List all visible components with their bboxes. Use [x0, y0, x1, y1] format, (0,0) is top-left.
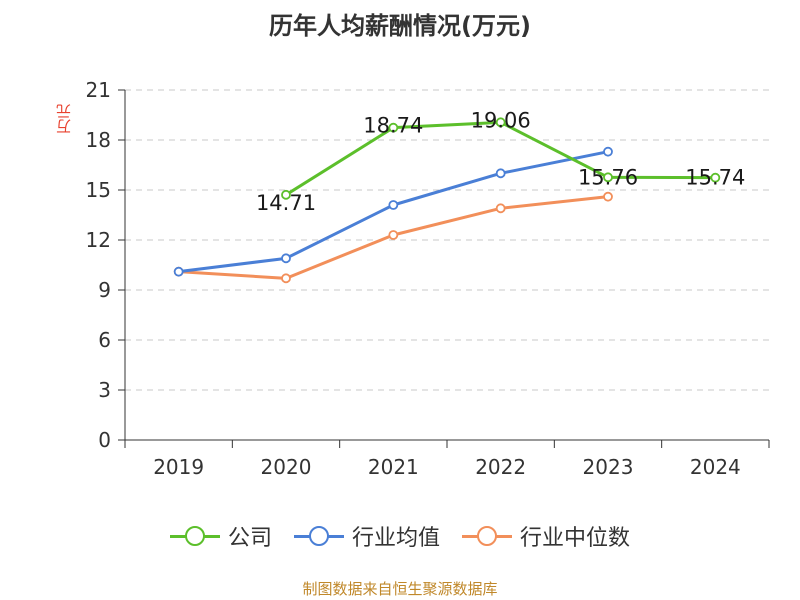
data-source-note: 制图数据来自恒生聚源数据库: [302, 580, 498, 598]
data-point-0: [710, 172, 721, 183]
chart-title: 历年人均薪酬情况(万元): [269, 12, 531, 40]
x-tick-label: 2023: [583, 455, 634, 479]
y-tick-label: 15: [86, 178, 111, 202]
x-tick-label: 2019: [153, 455, 204, 479]
data-point-0: [495, 117, 506, 128]
data-point-1: [173, 266, 184, 277]
data-point-0: [388, 122, 399, 133]
legend-marker-industry-median-icon: [462, 526, 512, 546]
data-point-2: [495, 203, 506, 214]
y-tick-label: 18: [86, 128, 111, 152]
legend-marker-industry-mean-icon: [293, 526, 344, 546]
legend-marker-company-icon: [169, 526, 220, 546]
y-tick-label: 9: [98, 278, 111, 302]
legend-item-company[interactable]: 公司: [169, 520, 272, 552]
series-line-1: [178, 150, 609, 274]
data-label: 15.74: [685, 166, 745, 190]
data-label: 15.76: [578, 165, 638, 189]
legend: 公司 行业均值 行业中位数: [0, 520, 800, 552]
y-tick-label: 12: [86, 228, 111, 252]
data-point-0: [603, 172, 613, 183]
data-point-1: [603, 146, 613, 157]
y-tick-label: 6: [98, 328, 111, 352]
y-tick-label: 21: [86, 78, 111, 102]
data-point-2: [603, 191, 613, 202]
legend-label-company: 公司: [227, 526, 272, 551]
data-point-1: [388, 200, 399, 210]
x-tick-label: 2021: [368, 455, 419, 479]
x-tick-label: 2024: [690, 455, 741, 479]
x-tick-label: 2022: [475, 455, 526, 479]
y-tick-label: 3: [98, 378, 111, 402]
data-point-2: [388, 230, 399, 240]
data-label: 14.71: [256, 191, 316, 215]
y-tick-label: 0: [98, 428, 111, 452]
series-line-0: [285, 120, 716, 197]
legend-label-industry-median: 行业中位数: [520, 526, 631, 551]
legend-label-industry-mean: 行业均值: [351, 526, 440, 551]
data-point-1: [281, 253, 291, 264]
legend-item-industry-mean[interactable]: 行业均值: [293, 520, 440, 552]
legend-item-industry-median[interactable]: 行业中位数: [462, 520, 630, 552]
data-point-2: [281, 273, 291, 284]
data-point-1: [495, 168, 506, 179]
data-label: 18.74: [363, 114, 423, 138]
x-tick-label: 2020: [261, 455, 312, 479]
data-label: 19.06: [471, 108, 531, 132]
data-point-0: [281, 189, 291, 200]
